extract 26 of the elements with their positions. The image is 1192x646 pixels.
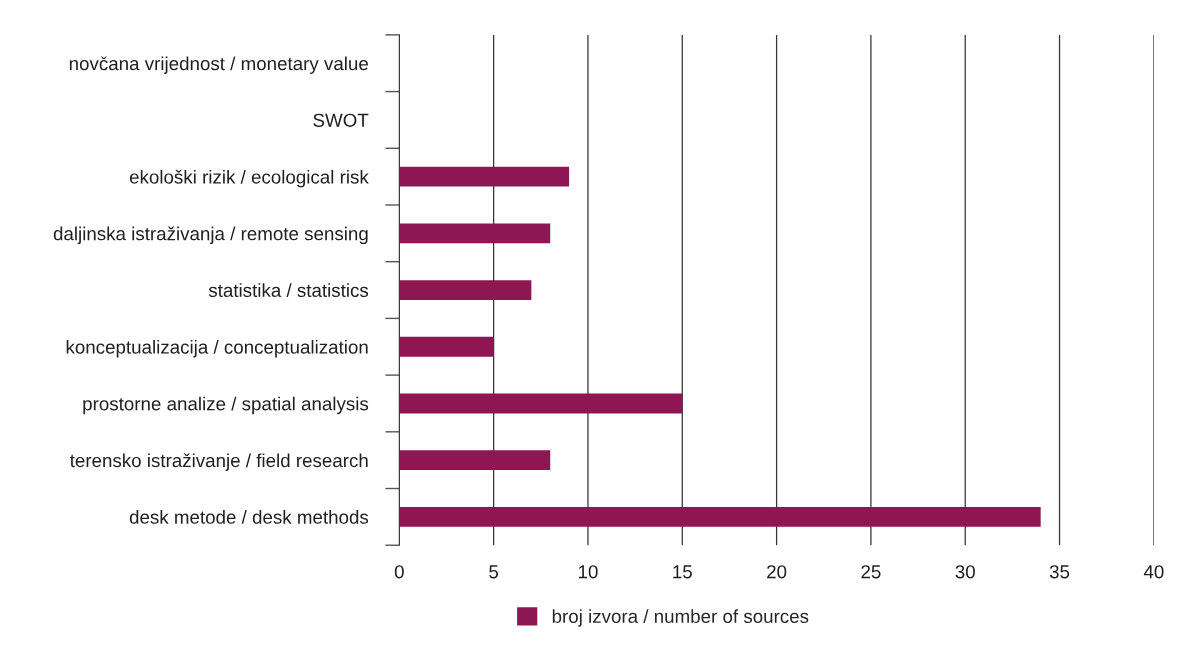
y-tick-label: statistika / statistics xyxy=(208,283,369,298)
y-tick-label: SWOT xyxy=(313,113,369,127)
x-tick-label: 10 xyxy=(578,565,598,579)
x-tick-label: 15 xyxy=(673,565,692,579)
x-tick-label: 25 xyxy=(861,565,881,579)
bar xyxy=(399,280,532,300)
y-tick-label: ekološki rizik / ecological risk xyxy=(129,169,369,188)
y-tick-label: terensko istraživanje / field research xyxy=(69,453,368,471)
bar xyxy=(399,393,683,414)
y-tick-label: novčana vrijednost / monetary value xyxy=(69,56,368,74)
y-tick-label: desk metode / desk methods xyxy=(129,510,369,524)
x-tick-label: 40 xyxy=(1143,565,1164,579)
bar xyxy=(399,336,494,357)
bar xyxy=(399,166,570,187)
y-tick-label: konceptualizacija / conceptualization xyxy=(66,339,368,358)
y-tick-label: daljinska istraživanja / remote sensing xyxy=(53,226,368,245)
bar xyxy=(399,450,551,471)
x-tick-label: 35 xyxy=(1049,565,1070,579)
x-tick-label: 5 xyxy=(489,565,499,579)
x-tick-label: 20 xyxy=(767,565,787,579)
legend-label: broj izvora / number of sources xyxy=(552,609,809,627)
x-tick-label: 0 xyxy=(394,565,404,579)
x-tick-label: 30 xyxy=(955,565,975,579)
y-tick-label: prostorne analize / spatial analysis xyxy=(83,396,369,415)
bar xyxy=(399,223,551,244)
bar xyxy=(399,506,1041,527)
